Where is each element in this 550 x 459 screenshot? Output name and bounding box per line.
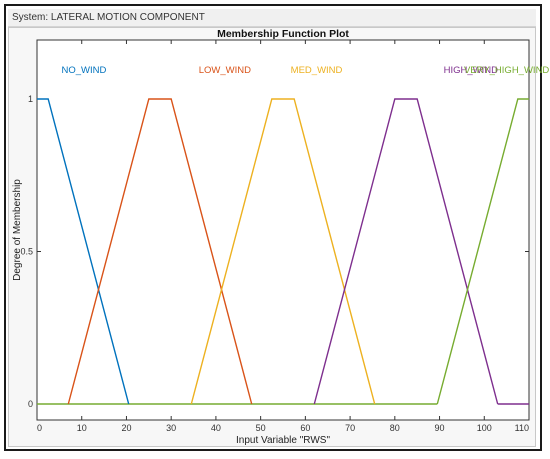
y-tick-label: 1 [28,94,33,104]
plot-area [36,39,530,421]
series-line-no-wind [37,98,130,405]
series-labels: NO_WIND LOW_WIND MED_WIND HIGH_WINDVERY_HIG… [62,65,550,76]
x-tick-label: 100 [477,423,492,433]
x-tick-label: 50 [256,423,266,433]
x-tick-label: 70 [345,423,355,433]
series-label-high-wind: HIGH_WIND [444,65,499,76]
series-line-med-wind [190,98,376,405]
x-tick-label: 40 [211,423,221,433]
x-tick-label: 80 [390,423,400,433]
x-tick-label: 90 [435,423,445,433]
series-label-no-wind: NO_WIND [62,65,107,76]
x-tick-label: 110 [515,423,529,433]
chart-title: Membership Function Plot [217,28,349,40]
series-lines [37,98,529,405]
axis-ticks: 0 10 20 30 40 50 60 70 80 90 100 110 0 0.5 1 [20,40,530,433]
x-tick-label: 0 [37,423,42,433]
series-label-low-wind: LOW_WIND [199,65,251,76]
series-label-med-wind: MED_WIND [291,65,343,76]
series-line-low-wind [67,98,253,405]
x-tick-label: 20 [121,423,131,433]
x-tick-label: 10 [77,423,87,433]
x-axis-label: Input Variable "RWS" [236,435,330,446]
system-title: System: LATERAL MOTION COMPONENT [8,9,536,27]
series-line-high-wind [313,98,499,405]
series-label-very-high-wind: VERY_HIGH_WIND [464,65,549,76]
y-axis-label: Degree of Membership [12,179,23,281]
x-tick-label: 30 [166,423,176,433]
y-tick-label: 0.5 [20,247,33,257]
series-line-very-high-wind [436,98,529,405]
y-tick-label: 0 [28,399,33,409]
x-tick-label: 60 [300,423,310,433]
